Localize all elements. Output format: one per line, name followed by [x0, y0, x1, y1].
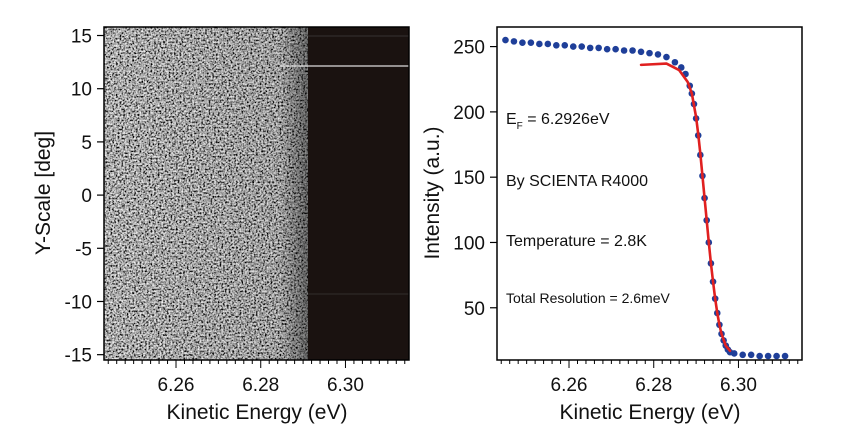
left-y-axis-label: Y-Scale [deg] — [32, 131, 55, 255]
spectrometer-label: By SCIENTA R4000 — [506, 173, 648, 190]
left-y-tick-label: 5 — [81, 133, 92, 154]
data-point — [756, 352, 763, 360]
ef-subscript: F — [517, 121, 523, 132]
data-point — [764, 352, 772, 360]
left-x-tick-label: 6.26 — [158, 375, 195, 396]
data-point — [578, 43, 586, 50]
data-point — [629, 47, 636, 54]
data-point — [747, 351, 755, 359]
left-x-tick-label: 6.28 — [242, 375, 279, 396]
left-panel: 6.26 6.28 6.30 15 10 5 0 -5 -10 -15 Kinetic Energ… — [32, 26, 410, 424]
right-y-tick-label: 150 — [453, 168, 485, 189]
data-point — [654, 51, 662, 58]
left-y-tick-label: -5 — [75, 239, 92, 260]
data-point — [569, 43, 577, 50]
data-point — [781, 352, 789, 360]
data-point — [553, 41, 560, 49]
data-point — [620, 47, 628, 54]
data-point — [612, 45, 619, 53]
right-axis-ticks: 6.26 6.28 6.30 250 200 150 100 50 — [453, 38, 799, 396]
left-x-axis-label: Kinetic Energy (eV) — [167, 401, 348, 424]
data-point — [586, 44, 594, 52]
right-y-axis-label: Intensity (a.u.) — [421, 126, 444, 259]
left-y-tick-label: 10 — [71, 80, 92, 101]
data-point — [502, 36, 509, 44]
left-y-tick-label: -10 — [65, 292, 92, 313]
fermi-energy-label: EF = 6.2926eV — [506, 111, 610, 132]
left-y-tick-label: -15 — [65, 346, 92, 367]
heatmap-edge-fade — [104, 27, 308, 360]
left-x-tick-label: 6.30 — [327, 375, 364, 396]
fermi-fit-line — [639, 62, 732, 353]
right-x-axis-label: Kinetic Energy (eV) — [560, 401, 741, 424]
ef-symbol: E — [506, 111, 517, 128]
data-point — [603, 45, 611, 53]
data-point — [536, 40, 543, 48]
right-x-tick-label: 6.30 — [720, 375, 757, 396]
data-point — [544, 40, 552, 48]
resolution-label: Total Resolution = 2.6meV — [506, 290, 670, 306]
left-y-tick-label: 0 — [81, 186, 92, 207]
data-point — [595, 44, 602, 52]
right-plot-frame — [496, 26, 803, 361]
heatmap-dark-region — [308, 27, 409, 360]
left-y-tick-label: 15 — [71, 27, 92, 48]
right-x-tick-label: 6.26 — [551, 375, 588, 396]
data-point — [510, 38, 518, 45]
data-point — [739, 351, 746, 359]
right-y-tick-label: 50 — [464, 299, 485, 320]
left-plot-frame — [103, 26, 410, 361]
data-point — [773, 352, 780, 360]
right-panel: 6.26 6.28 6.30 250 200 150 100 50 EF = 6.2926eV… — [421, 26, 803, 424]
right-x-tick-label: 6.28 — [635, 375, 672, 396]
right-y-tick-label: 200 — [453, 103, 485, 124]
right-y-tick-label: 250 — [453, 38, 485, 59]
left-axis-ticks: 6.26 6.28 6.30 15 10 5 0 -5 -10 -15 — [65, 27, 406, 396]
data-point — [527, 39, 535, 46]
data-point — [671, 58, 679, 66]
data-points — [502, 36, 789, 360]
data-point — [561, 41, 569, 49]
data-point — [646, 49, 653, 57]
data-point — [663, 53, 670, 61]
data-point — [730, 350, 738, 357]
data-point — [637, 48, 645, 56]
ef-value: = 6.2926eV — [523, 111, 610, 128]
right-y-tick-label: 100 — [453, 233, 485, 254]
temperature-label: Temperature = 2.8K — [506, 233, 647, 250]
data-point — [519, 39, 526, 46]
